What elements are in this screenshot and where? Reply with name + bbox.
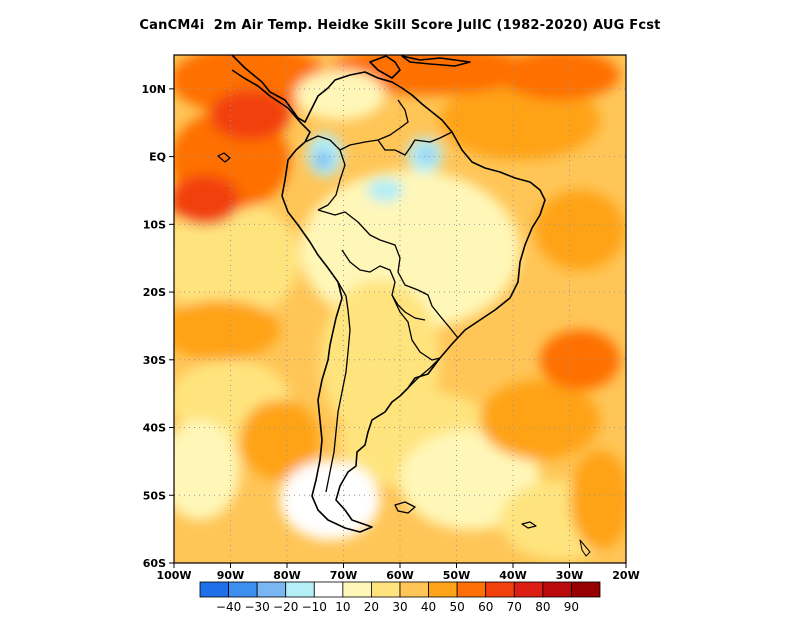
country-borders: [304, 99, 459, 493]
colorbar: −40 −30 −20 −10 10 20 30 40 50 60 70 80 90: [199, 581, 601, 614]
colorbar-swatch: [513, 581, 544, 598]
x-tick-label: 40W: [499, 569, 526, 582]
colorbar-swatch: [399, 581, 429, 598]
map-title: CanCM4i 2m Air Temp. Heidke Skill Score …: [139, 18, 661, 33]
y-tick-label: 30S: [143, 354, 166, 367]
colorbar-label: −10: [302, 600, 327, 614]
colorbar-swatch: [285, 581, 315, 598]
colorbar-swatch: [542, 581, 572, 598]
x-tick-label: 90W: [217, 569, 244, 582]
x-tick-label: 60W: [386, 569, 413, 582]
colorbar-swatch: [428, 581, 458, 598]
colorbar-label: −20: [273, 600, 298, 614]
y-tick-label: 20S: [143, 286, 166, 299]
x-tick-label: 20W: [612, 569, 639, 582]
x-tick-label: 30W: [556, 569, 583, 582]
coastline-outline: [217, 55, 591, 557]
colorbar-swatch: [485, 581, 515, 598]
axis-ticks: [169, 88, 627, 568]
x-tick-label: 100W: [156, 569, 191, 582]
x-tick-label: 50W: [443, 569, 470, 582]
colorbar-swatch: [256, 581, 287, 598]
colorbar-label: 20: [364, 600, 379, 614]
colorbar-label: −40: [216, 600, 241, 614]
longitude-labels: 100W 90W 80W 70W 60W 50W 40W 30W 20W: [156, 569, 639, 582]
colorbar-swatch: [342, 581, 372, 598]
colorbar-label: 10: [335, 600, 350, 614]
y-tick-label: 10S: [143, 218, 166, 231]
y-tick-label: 10N: [141, 83, 166, 96]
y-tick-label: 40S: [143, 422, 166, 435]
colorbar-label: 30: [392, 600, 407, 614]
colorbar-label: −30: [244, 600, 269, 614]
latitude-labels: 10N EQ 10S 20S 30S 40S 50S 60S: [141, 83, 166, 570]
colorbar-swatch: [199, 581, 229, 598]
colorbar-label: 90: [564, 600, 579, 614]
x-tick-label: 80W: [273, 569, 300, 582]
colorbar-swatch: [313, 581, 344, 598]
colorbar-label: 40: [421, 600, 436, 614]
colorbar-label: 70: [507, 600, 522, 614]
colorbar-swatch: [571, 581, 601, 598]
y-tick-label: 60S: [143, 557, 166, 570]
x-tick-label: 70W: [330, 569, 357, 582]
colorbar-label: 60: [478, 600, 493, 614]
colorbar-label: 50: [450, 600, 465, 614]
colorbar-label: 80: [535, 600, 550, 614]
y-tick-label: 50S: [143, 489, 166, 502]
colorbar-swatch: [456, 581, 487, 598]
graticule: [174, 55, 626, 563]
y-tick-label: EQ: [149, 151, 166, 164]
colorbar-swatch: [371, 581, 401, 598]
plot-frame: [173, 54, 627, 564]
colorbar-swatch: [228, 581, 258, 598]
